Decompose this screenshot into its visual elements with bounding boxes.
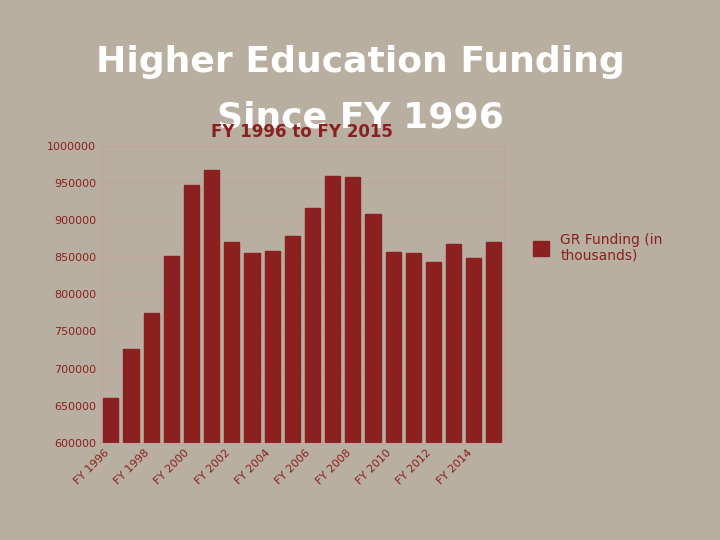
Bar (305, 208, 320, 540)
Bar (225, 242, 240, 540)
Bar (245, 253, 260, 540)
Bar (104, 399, 119, 540)
Bar (265, 251, 280, 540)
Bar (386, 252, 401, 540)
Bar (144, 313, 159, 540)
Bar (325, 176, 341, 540)
Bar (164, 256, 179, 540)
Bar (426, 262, 441, 540)
Bar (467, 258, 482, 540)
Legend: GR Funding (in
thousands): GR Funding (in thousands) (527, 227, 668, 268)
Bar (184, 185, 199, 540)
Text: Higher Education Funding: Higher Education Funding (96, 45, 624, 79)
Bar (346, 177, 361, 540)
Bar (487, 242, 502, 540)
Bar (204, 170, 220, 540)
Bar (124, 349, 139, 540)
Bar (366, 214, 381, 540)
Bar (406, 253, 420, 540)
Bar (285, 237, 300, 540)
Text: Since FY 1996: Since FY 1996 (217, 100, 503, 134)
Title: FY 1996 to FY 2015: FY 1996 to FY 2015 (212, 124, 393, 141)
Bar (446, 244, 462, 540)
